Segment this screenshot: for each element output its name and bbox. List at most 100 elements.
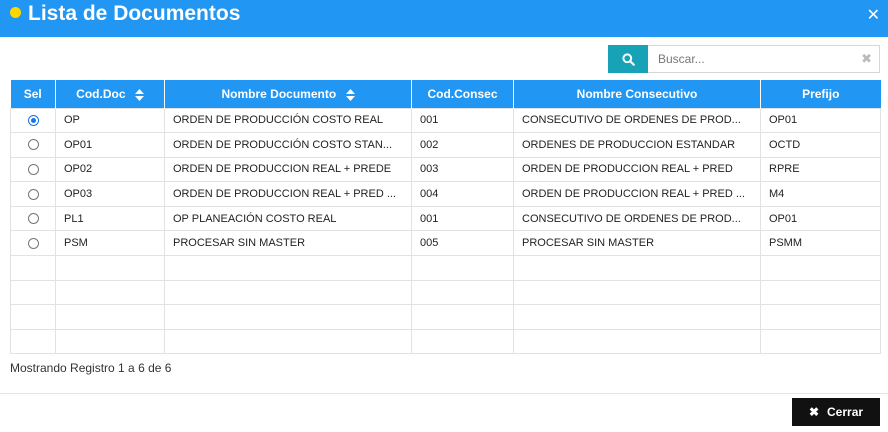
empty-cell — [164, 279, 412, 306]
pagination-info: Mostrando Registro 1 a 6 de 6 — [10, 361, 172, 375]
row-radio[interactable] — [27, 164, 39, 176]
dialog-title: Lista de Documentos — [28, 2, 241, 25]
empty-row — [10, 328, 881, 355]
row-select-cell — [10, 181, 56, 207]
cell-nombre-consecutivo: CONSECUTIVO DE ORDENES DE PROD... — [513, 205, 761, 232]
empty-cell — [55, 255, 165, 281]
cell-nombre-consecutivo: ORDEN DE PRODUCCION REAL + PRED ... — [513, 181, 761, 207]
empty-cell — [513, 255, 761, 281]
empty-cell — [164, 328, 412, 355]
empty-cell — [10, 328, 56, 355]
row-select-cell — [10, 107, 56, 134]
empty-cell — [760, 255, 881, 281]
close-icon[interactable]: ✕ — [866, 7, 880, 24]
empty-cell — [411, 255, 514, 281]
row-select-cell — [10, 205, 56, 232]
column-header-cod-consec: Cod.Consec — [411, 80, 514, 108]
close-button[interactable]: ✖ Cerrar — [792, 398, 880, 426]
cell-cod-consec: 005 — [411, 230, 514, 257]
empty-cell — [411, 304, 514, 330]
cell-nombre-documento: ORDEN DE PRODUCCIÓN COSTO STAN... — [164, 132, 412, 158]
empty-cell — [513, 279, 761, 306]
table-row[interactable]: OP02 ORDEN DE PRODUCCION REAL + PREDE 003 O… — [10, 156, 881, 183]
empty-cell — [10, 255, 56, 281]
search-icon — [621, 52, 635, 66]
sort-icon[interactable] — [345, 88, 355, 101]
table-header-row: Sel Cod.Doc Nombre Documento Cod.Consec … — [10, 80, 881, 108]
search-bar: ✖ — [608, 45, 880, 73]
empty-cell — [55, 279, 165, 306]
empty-cell — [411, 328, 514, 355]
empty-cell — [164, 255, 412, 281]
row-select-cell — [10, 156, 56, 183]
empty-row — [10, 279, 881, 306]
cell-nombre-consecutivo: CONSECUTIVO DE ORDENES DE PROD... — [513, 107, 761, 134]
cell-nombre-consecutivo: ORDEN DE PRODUCCION REAL + PRED — [513, 156, 761, 183]
table-row[interactable]: OP03 ORDEN DE PRODUCCION REAL + PRED ... 0… — [10, 181, 881, 207]
cell-nombre-documento: ORDEN DE PRODUCCIÓN COSTO REAL — [164, 107, 412, 134]
cell-nombre-documento: PROCESAR SIN MASTER — [164, 230, 412, 257]
cell-prefijo: RPRE — [760, 156, 881, 183]
table-row[interactable]: OP ORDEN DE PRODUCCIÓN COSTO REAL 001 CONSE… — [10, 107, 881, 134]
empty-cell — [55, 328, 165, 355]
documents-table-container: Sel Cod.Doc Nombre Documento Cod.Consec … — [10, 80, 881, 355]
column-header-nombre-documento[interactable]: Nombre Documento — [164, 80, 412, 108]
cell-cod-consec: 001 — [411, 205, 514, 232]
cell-nombre-consecutivo: PROCESAR SIN MASTER — [513, 230, 761, 257]
cell-prefijo: OCTD — [760, 132, 881, 158]
table-row[interactable]: PSM PROCESAR SIN MASTER 005 PROCESAR SIN MA… — [10, 230, 881, 257]
cell-nombre-documento: OP PLANEACIÓN COSTO REAL — [164, 205, 412, 232]
cell-prefijo: M4 — [760, 181, 881, 207]
search-input[interactable] — [648, 45, 880, 73]
empty-cell — [513, 328, 761, 355]
search-button[interactable] — [608, 45, 648, 73]
cell-cod-consec: 003 — [411, 156, 514, 183]
empty-cell — [760, 304, 881, 330]
column-header-prefijo: Prefijo — [760, 80, 881, 108]
cell-cod-consec: 001 — [411, 107, 514, 134]
cell-cod-doc: OP — [55, 107, 165, 134]
column-header-nombre-consecutivo: Nombre Consecutivo — [513, 80, 761, 108]
cell-cod-doc: PL1 — [55, 205, 165, 232]
cell-cod-consec: 002 — [411, 132, 514, 158]
cell-cod-doc: OP02 — [55, 156, 165, 183]
cell-cod-doc: OP03 — [55, 181, 165, 207]
empty-cell — [760, 279, 881, 306]
clear-icon[interactable]: ✖ — [861, 51, 872, 66]
empty-row — [10, 304, 881, 330]
empty-cell — [760, 328, 881, 355]
row-radio[interactable] — [27, 237, 39, 249]
cell-prefijo: OP01 — [760, 107, 881, 134]
cell-nombre-consecutivo: ORDENES DE PRODUCCION ESTANDAR — [513, 132, 761, 158]
empty-cell — [55, 304, 165, 330]
row-radio[interactable] — [27, 213, 39, 225]
cell-prefijo: OP01 — [760, 205, 881, 232]
column-header-cod-doc[interactable]: Cod.Doc — [55, 80, 165, 108]
row-radio[interactable] — [27, 139, 39, 151]
empty-cell — [10, 304, 56, 330]
row-select-cell — [10, 132, 56, 158]
empty-row — [10, 255, 881, 281]
row-radio[interactable] — [27, 114, 39, 126]
column-header-sel: Sel — [10, 80, 56, 108]
table-row[interactable]: OP01 ORDEN DE PRODUCCIÓN COSTO STAN... 002… — [10, 132, 881, 158]
cell-cod-consec: 004 — [411, 181, 514, 207]
cell-cod-doc: OP01 — [55, 132, 165, 158]
sort-icon[interactable] — [134, 88, 144, 101]
row-select-cell — [10, 230, 56, 257]
dialog-titlebar: Lista de Documentos ✕ — [0, 0, 888, 37]
cell-nombre-documento: ORDEN DE PRODUCCION REAL + PREDE — [164, 156, 412, 183]
row-radio[interactable] — [27, 188, 39, 200]
documents-table: Sel Cod.Doc Nombre Documento Cod.Consec … — [10, 80, 881, 355]
close-icon: ✖ — [808, 405, 820, 419]
close-button-label: Cerrar — [827, 405, 864, 419]
table-row[interactable]: PL1 OP PLANEACIÓN COSTO REAL 001 CONSECUTIV… — [10, 205, 881, 232]
empty-cell — [513, 304, 761, 330]
cell-nombre-documento: ORDEN DE PRODUCCION REAL + PRED ... — [164, 181, 412, 207]
empty-cell — [10, 279, 56, 306]
cell-prefijo: PSMM — [760, 230, 881, 257]
status-dot-icon — [10, 7, 21, 18]
empty-cell — [164, 304, 412, 330]
cell-cod-doc: PSM — [55, 230, 165, 257]
empty-cell — [411, 279, 514, 306]
